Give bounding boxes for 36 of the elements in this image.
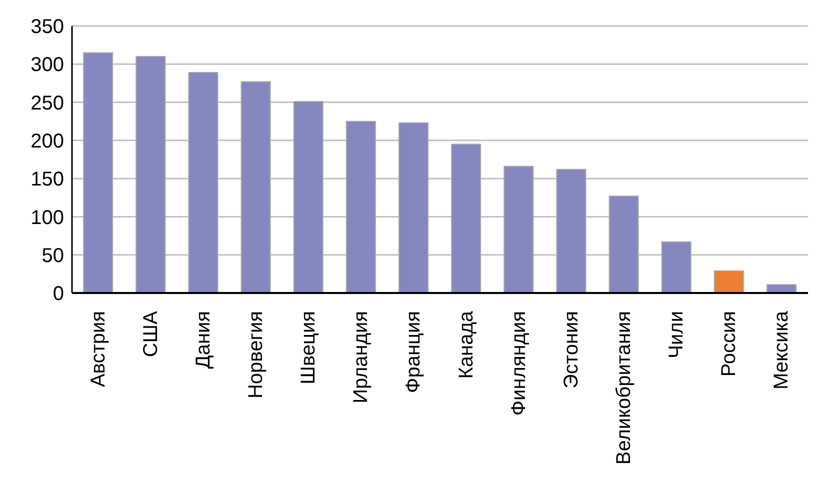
y-tick-label: 300 <box>30 54 64 76</box>
bar <box>240 81 271 293</box>
x-tick-label: Эстония <box>560 311 582 388</box>
x-tick-label: Австрия <box>87 311 110 388</box>
y-tick-label: 150 <box>30 168 64 191</box>
y-tick-label: 200 <box>30 130 64 153</box>
bar <box>766 284 796 293</box>
x-tick-label: Россия <box>718 311 740 377</box>
x-tick-label: Финляндия <box>508 311 530 416</box>
bar <box>661 241 692 293</box>
bar <box>83 52 114 293</box>
x-tick-label: Дания <box>192 311 214 369</box>
x-tick-label: Ирландия <box>350 311 372 404</box>
x-tick-label: Норвегия <box>245 311 267 399</box>
bar <box>398 122 428 293</box>
bar <box>451 144 482 293</box>
bar <box>188 72 218 293</box>
x-tick-label: Франция <box>402 311 425 393</box>
bar <box>293 101 324 293</box>
y-tick-label: 350 <box>30 16 64 38</box>
y-tick-label: 50 <box>42 244 64 267</box>
x-tick-label: Швеция <box>298 311 320 384</box>
x-tick-label: Мексика <box>770 310 793 390</box>
x-tick-label: Великобритания <box>613 311 635 465</box>
y-tick-label: 0 <box>52 283 64 306</box>
y-tick-label: 250 <box>30 92 64 114</box>
bar <box>556 168 586 293</box>
bar <box>346 120 376 293</box>
x-tick-label: Канада <box>455 310 478 379</box>
x-tick-label: Чили <box>666 311 688 358</box>
bar <box>714 270 744 293</box>
x-tick-label: США <box>140 310 162 358</box>
bar <box>608 196 639 293</box>
bar <box>136 56 166 293</box>
y-tick-label: 100 <box>30 206 64 229</box>
bar <box>504 166 534 293</box>
